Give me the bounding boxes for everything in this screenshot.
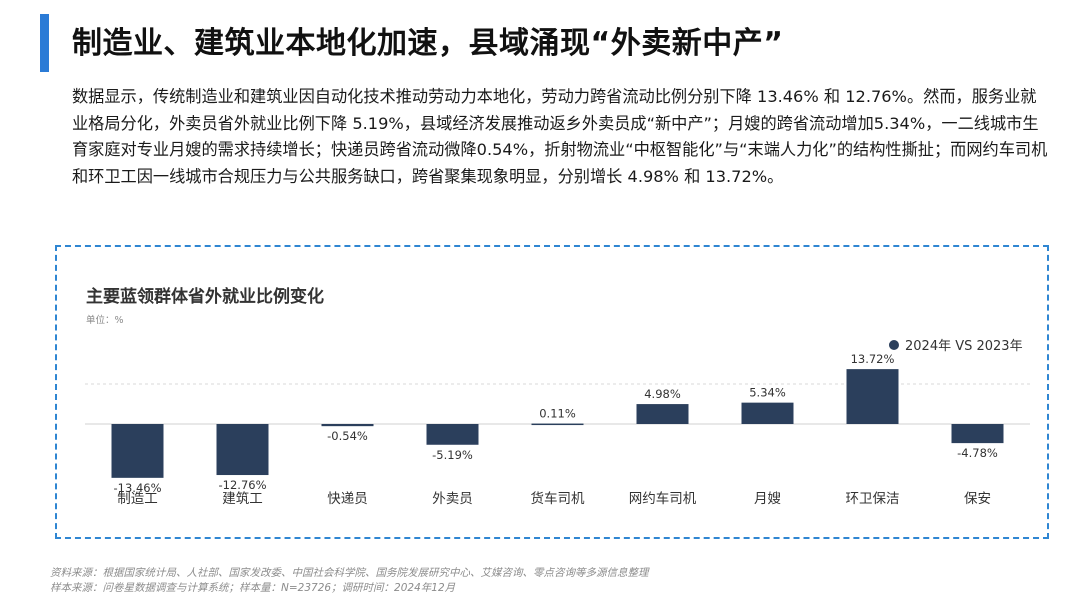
legend-marker (889, 340, 899, 350)
category-label-6: 月嫂 (754, 491, 782, 507)
sample-line: 样本来源：问卷星数据调查与计算系统；样本量：N=23726；调研时间：2024年… (50, 582, 456, 594)
value-label-3: -5.19% (432, 448, 473, 462)
value-label-2: -0.54% (327, 429, 368, 443)
bar-7 (846, 369, 899, 424)
title-accent-bar (40, 14, 49, 72)
chart-container (55, 245, 1049, 539)
chart-category-labels: 制造工 建筑工 快递员 外卖员 货车司机 网约车司机 月嫂 环卫保洁 保安 (117, 490, 991, 507)
chart-legend: 2024年 VS 2023年 (889, 339, 1023, 354)
summary-paragraph: 数据显示，传统制造业和建筑业因自动化技术推动劳动力本地化，劳动力跨省流动比例分别… (72, 87, 1048, 186)
category-label-8: 保安 (964, 491, 991, 507)
bar-4 (531, 423, 584, 426)
value-label-1: -12.76% (219, 478, 267, 492)
source-notes: 资料来源：根据国家统计局、人社部、国家发改委、中国社会科学院、国务院发展研究中心… (50, 566, 649, 596)
bar-2 (321, 424, 374, 427)
category-label-0: 制造工 (117, 491, 158, 507)
category-label-4: 货车司机 (531, 490, 585, 507)
bar-6 (741, 402, 794, 424)
category-label-1: 建筑工 (222, 491, 263, 507)
value-label-0: -13.46% (114, 481, 162, 495)
bar-1 (216, 424, 269, 476)
chart-title: 主要蓝领群体省外就业比例变化 (86, 287, 324, 307)
category-label-2: 快递员 (327, 491, 368, 507)
value-label-5: 4.98% (644, 387, 681, 401)
bar-8 (951, 424, 1004, 444)
source-line: 资料来源：根据国家统计局、人社部、国家发改委、中国社会科学院、国务院发展研究中心… (50, 567, 649, 579)
page-title: 制造业、建筑业本地化加速，县域涌现“外卖新中产” (72, 26, 784, 61)
bar-0 (111, 424, 164, 478)
value-label-8: -4.78% (957, 446, 998, 460)
chart-bars (111, 369, 1004, 478)
bar-3 (426, 424, 479, 445)
value-label-6: 5.34% (749, 386, 786, 400)
value-label-7: 13.72% (851, 352, 895, 366)
bar-5 (636, 404, 689, 424)
category-label-5: 网约车司机 (629, 490, 697, 507)
legend-label: 2024年 VS 2023年 (905, 339, 1023, 354)
chart-unit-label: 单位：% (86, 315, 124, 326)
category-label-7: 环卫保洁 (846, 491, 900, 507)
chart-value-labels: -13.46% -12.76% -0.54% -5.19% 0.11% 4.98% 5.34… (114, 352, 998, 495)
category-label-3: 外卖员 (432, 491, 473, 507)
value-label-4: 0.11% (539, 407, 576, 421)
